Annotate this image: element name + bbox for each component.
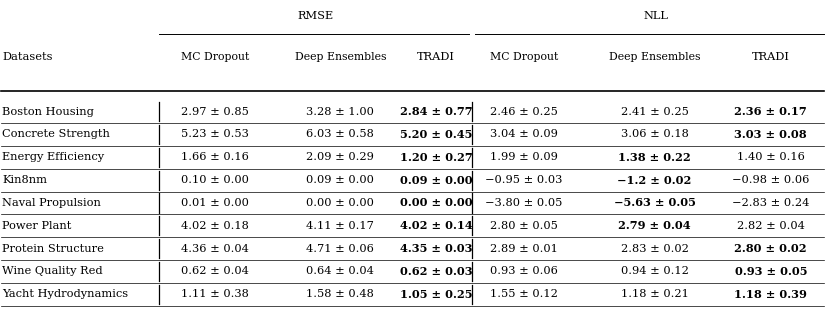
- Text: 1.38 ± 0.22: 1.38 ± 0.22: [618, 152, 691, 163]
- Text: 0.09 ± 0.00: 0.09 ± 0.00: [399, 175, 472, 186]
- Text: 1.18 ± 0.39: 1.18 ± 0.39: [734, 289, 807, 300]
- Text: 3.04 ± 0.09: 3.04 ± 0.09: [490, 129, 558, 139]
- Text: 1.55 ± 0.12: 1.55 ± 0.12: [490, 289, 558, 299]
- Text: 2.36 ± 0.17: 2.36 ± 0.17: [734, 106, 807, 117]
- Text: Wine Quality Red: Wine Quality Red: [2, 266, 103, 276]
- Text: 0.01 ± 0.00: 0.01 ± 0.00: [181, 198, 249, 208]
- Text: 0.93 ± 0.06: 0.93 ± 0.06: [490, 266, 558, 276]
- Text: 2.89 ± 0.01: 2.89 ± 0.01: [490, 244, 558, 254]
- Text: Deep Ensembles: Deep Ensembles: [295, 52, 386, 62]
- Text: MC Dropout: MC Dropout: [489, 52, 558, 62]
- Text: 1.58 ± 0.48: 1.58 ± 0.48: [307, 289, 375, 299]
- Text: 2.97 ± 0.85: 2.97 ± 0.85: [181, 107, 249, 117]
- Text: −0.98 ± 0.06: −0.98 ± 0.06: [732, 175, 809, 185]
- Text: 4.11 ± 0.17: 4.11 ± 0.17: [307, 221, 375, 231]
- Text: 3.28 ± 1.00: 3.28 ± 1.00: [307, 107, 375, 117]
- Text: RMSE: RMSE: [297, 11, 333, 21]
- Text: 2.84 ± 0.77: 2.84 ± 0.77: [399, 106, 472, 117]
- Text: Deep Ensembles: Deep Ensembles: [609, 52, 700, 62]
- Text: 2.80 ± 0.05: 2.80 ± 0.05: [490, 221, 558, 231]
- Text: 1.99 ± 0.09: 1.99 ± 0.09: [490, 152, 558, 162]
- Text: −3.80 ± 0.05: −3.80 ± 0.05: [485, 198, 563, 208]
- Text: 1.18 ± 0.21: 1.18 ± 0.21: [620, 289, 689, 299]
- Text: 0.09 ± 0.00: 0.09 ± 0.00: [307, 175, 375, 185]
- Text: 0.62 ± 0.03: 0.62 ± 0.03: [399, 266, 472, 277]
- Text: 2.79 ± 0.04: 2.79 ± 0.04: [618, 220, 691, 231]
- Text: MC Dropout: MC Dropout: [181, 52, 249, 62]
- Text: 0.00 ± 0.00: 0.00 ± 0.00: [399, 198, 472, 208]
- Text: −5.63 ± 0.05: −5.63 ± 0.05: [614, 198, 695, 208]
- Text: NLL: NLL: [644, 11, 669, 21]
- Text: Energy Efficiency: Energy Efficiency: [2, 152, 105, 162]
- Text: Kin8nm: Kin8nm: [2, 175, 47, 185]
- Text: 0.64 ± 0.04: 0.64 ± 0.04: [307, 266, 375, 276]
- Text: 1.66 ± 0.16: 1.66 ± 0.16: [181, 152, 249, 162]
- Text: −2.83 ± 0.24: −2.83 ± 0.24: [732, 198, 809, 208]
- Text: 1.20 ± 0.27: 1.20 ± 0.27: [399, 152, 473, 163]
- Text: 0.00 ± 0.00: 0.00 ± 0.00: [307, 198, 375, 208]
- Text: 4.71 ± 0.06: 4.71 ± 0.06: [307, 244, 375, 254]
- Text: 1.11 ± 0.38: 1.11 ± 0.38: [181, 289, 249, 299]
- Text: −0.95 ± 0.03: −0.95 ± 0.03: [485, 175, 563, 185]
- Text: 6.03 ± 0.58: 6.03 ± 0.58: [307, 129, 375, 139]
- Text: 2.41 ± 0.25: 2.41 ± 0.25: [620, 107, 689, 117]
- Text: Datasets: Datasets: [2, 52, 53, 62]
- Text: 5.23 ± 0.53: 5.23 ± 0.53: [181, 129, 249, 139]
- Text: Boston Housing: Boston Housing: [2, 107, 94, 117]
- Text: 1.05 ± 0.25: 1.05 ± 0.25: [400, 289, 472, 300]
- Text: 0.94 ± 0.12: 0.94 ± 0.12: [620, 266, 689, 276]
- Text: 2.80 ± 0.02: 2.80 ± 0.02: [734, 243, 807, 254]
- Text: Protein Structure: Protein Structure: [2, 244, 104, 254]
- Text: 2.09 ± 0.29: 2.09 ± 0.29: [307, 152, 375, 162]
- Text: 2.82 ± 0.04: 2.82 ± 0.04: [737, 221, 804, 231]
- Text: 0.62 ± 0.04: 0.62 ± 0.04: [181, 266, 249, 276]
- Text: 3.03 ± 0.08: 3.03 ± 0.08: [734, 129, 807, 140]
- Text: Yacht Hydrodynamics: Yacht Hydrodynamics: [2, 289, 129, 299]
- Text: 3.06 ± 0.18: 3.06 ± 0.18: [620, 129, 689, 139]
- Text: 0.93 ± 0.05: 0.93 ± 0.05: [734, 266, 807, 277]
- Text: 4.02 ± 0.18: 4.02 ± 0.18: [181, 221, 249, 231]
- Text: 5.20 ± 0.45: 5.20 ± 0.45: [400, 129, 472, 140]
- Text: TRADI: TRADI: [417, 52, 455, 62]
- Text: Power Plant: Power Plant: [2, 221, 72, 231]
- Text: −1.2 ± 0.02: −1.2 ± 0.02: [617, 175, 692, 186]
- Text: 1.40 ± 0.16: 1.40 ± 0.16: [737, 152, 804, 162]
- Text: 2.83 ± 0.02: 2.83 ± 0.02: [620, 244, 689, 254]
- Text: 4.36 ± 0.04: 4.36 ± 0.04: [181, 244, 249, 254]
- Text: Concrete Strength: Concrete Strength: [2, 129, 111, 139]
- Text: 2.46 ± 0.25: 2.46 ± 0.25: [490, 107, 558, 117]
- Text: Naval Propulsion: Naval Propulsion: [2, 198, 101, 208]
- Text: 4.35 ± 0.03: 4.35 ± 0.03: [400, 243, 472, 254]
- Text: TRADI: TRADI: [752, 52, 790, 62]
- Text: 4.02 ± 0.14: 4.02 ± 0.14: [399, 220, 473, 231]
- Text: 0.10 ± 0.00: 0.10 ± 0.00: [181, 175, 249, 185]
